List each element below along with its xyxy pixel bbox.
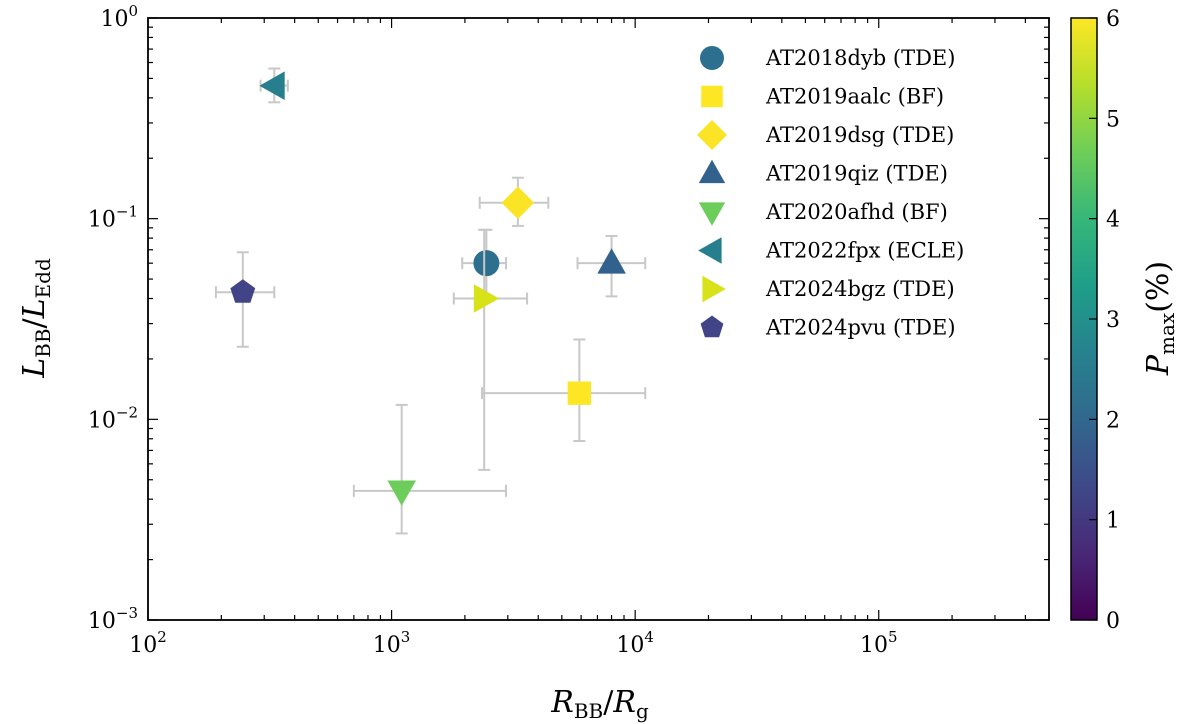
y-axis-title-main2: L [17, 298, 52, 319]
colorbar-tick-label: 4 [1106, 208, 1120, 233]
data-point [230, 279, 256, 303]
x-tick-label: 103 [373, 628, 411, 658]
legend-item: AT2020afhd (BF) [698, 200, 948, 226]
data-point-group [576, 234, 647, 298]
data-point-group [452, 228, 529, 471]
data-point-group [259, 67, 289, 104]
legend-label: AT2024pvu (TDE) [765, 316, 956, 340]
legend-marker [698, 237, 722, 264]
legend-label: AT2019dsg (TDE) [765, 123, 954, 147]
data-point [473, 284, 500, 313]
colorbar-tick-label: 5 [1106, 107, 1120, 132]
legend-label: AT2019qiz (TDE) [765, 162, 948, 186]
legend-item: AT2024bgz (TDE) [702, 275, 955, 303]
legend-item: AT2019aalc (BF) [701, 85, 944, 109]
data-point-group [480, 338, 647, 442]
colorbar-tick-label: 0 [1106, 609, 1120, 634]
legend-item: AT2019dsg (TDE) [697, 120, 954, 150]
legend-marker [700, 315, 724, 338]
y-axis-title-sep: / [17, 317, 52, 328]
data-point [473, 250, 500, 277]
y-tick-label: 10−3 [88, 604, 138, 634]
data-point-group [214, 251, 276, 348]
data-point [501, 186, 535, 219]
data-point [259, 71, 285, 100]
colorbar-tick-label: 1 [1106, 509, 1120, 534]
legend-item: AT2022fpx (ECLE) [698, 237, 964, 264]
plot-area [214, 67, 647, 535]
x-axis-title-sub: BB [574, 699, 603, 723]
legend-item: AT2019qiz (TDE) [698, 159, 948, 186]
x-axis-title-main2: R [612, 685, 636, 720]
y-tick-label: 10−2 [88, 403, 138, 433]
x-tick-label: 104 [616, 628, 654, 658]
legend: AT2018dyb (TDE) AT2019aalc (BF) AT2019dsg … [697, 46, 964, 340]
y-tick-label: 100 [100, 2, 138, 32]
colorbar-tick-label: 6 [1106, 7, 1120, 32]
legend-marker [701, 85, 723, 108]
legend-marker [702, 275, 726, 303]
colorbar-title-unit: (%) [1141, 261, 1176, 313]
legend-label: AT2024bgz (TDE) [765, 277, 955, 301]
colorbar-tick-label: 2 [1106, 408, 1120, 433]
colorbar-title: Pmax(%) [1141, 261, 1179, 376]
legend-item: AT2024pvu (TDE) [700, 315, 956, 340]
legend-marker [700, 46, 724, 70]
legend-label: AT2020afhd (BF) [765, 200, 948, 224]
y-axis-title: LBB/LEdd [17, 258, 55, 379]
colorbar-ticks: 0 1 2 3 4 5 6 [1089, 7, 1120, 634]
x-axis-title-sub2: g [636, 699, 649, 723]
colorbar: 0 1 2 3 4 5 6 Pmax(%) [1070, 7, 1179, 634]
x-axis-title-sep: / [603, 685, 614, 720]
legend-item: AT2018dyb (TDE) [700, 46, 955, 70]
x-tick-label: 105 [860, 628, 898, 658]
legend-marker [698, 159, 726, 184]
legend-label: AT2018dyb (TDE) [765, 46, 955, 70]
data-point-group [352, 403, 508, 535]
y-axis-title-sub: BB [31, 328, 55, 357]
plot-frame [147, 17, 1050, 621]
legend-label: AT2022fpx (ECLE) [765, 239, 964, 263]
data-point-group [478, 176, 550, 227]
data-point [567, 381, 591, 405]
x-axis-title: RBB/Rg [550, 685, 649, 723]
legend-marker [698, 202, 726, 226]
colorbar-title-sub: max [1155, 312, 1179, 355]
colorbar-title-main: P [1141, 354, 1176, 376]
y-tick-label: 10−1 [88, 203, 138, 233]
y-axis-title-main: L [17, 358, 52, 379]
colorbar-tick-label: 3 [1106, 308, 1120, 333]
legend-marker [697, 120, 727, 150]
y-axis-title-sub2: Edd [31, 258, 55, 298]
legend-label: AT2019aalc (BF) [765, 85, 944, 109]
data-point [387, 480, 416, 506]
data-point [597, 248, 626, 274]
x-axis-title-main: R [550, 685, 574, 720]
x-tick-label: 102 [129, 628, 167, 658]
